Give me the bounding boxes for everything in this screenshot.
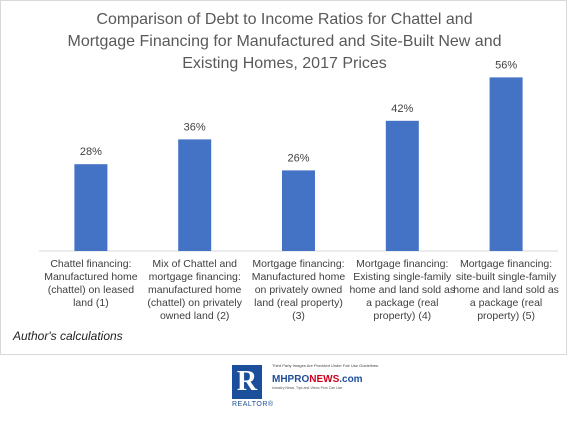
category-label-3: Mortgage financing: Manufactured home on p… (252, 258, 346, 322)
chart-title-line-1: Comparison of Debt to Income Ratios for … (96, 11, 473, 28)
data-label-5: 56% (495, 59, 517, 71)
category-label-1: Chattel financing: Manufactured home (chat… (44, 258, 138, 309)
realtor-r-mark: R (232, 365, 262, 399)
chart-title-line-3: Existing Homes, 2017 Prices (182, 55, 387, 72)
bar-1 (74, 164, 108, 251)
realtor-wordmark: REALTOR® (232, 401, 274, 408)
mhpro-wordmark: MHPRONEWS.com (272, 374, 363, 385)
data-label-4: 42% (391, 103, 413, 115)
footnote: Author's calculations (13, 329, 123, 343)
bar-chart-plot: 28% Chattel financing: Manufactured home (c… (39, 59, 559, 322)
mhpro-tagline: Third Party Images Are Provided Under Fa… (272, 363, 380, 368)
category-label-5: Mortgage financing: site-built single-fam… (453, 258, 559, 322)
chart-title-line-2: Mortgage Financing for Manufactured and … (67, 33, 502, 50)
mhpro-name-c: .com (339, 374, 363, 385)
data-label-1: 28% (80, 146, 102, 158)
chart-title: Comparison of Debt to Income Ratios for … (1, 9, 568, 75)
bar-2 (178, 139, 212, 251)
data-label-2: 36% (184, 121, 206, 133)
category-label-2: Mix of Chattel and mortgage financing: man… (147, 258, 242, 322)
bar-5 (489, 77, 523, 252)
logo-strip: R REALTOR® Third Party Images Are Provid… (0, 355, 569, 430)
mhpro-subtitle: Industry News, Tips and Views Pros Can U… (272, 386, 343, 390)
realtor-logo: R REALTOR® (232, 365, 274, 415)
bar-4 (385, 120, 419, 251)
chart-frame: Comparison of Debt to Income Ratios for … (0, 0, 567, 355)
data-label-3: 26% (287, 152, 309, 164)
category-label-4: Mortgage financing: Existing single-famil… (349, 258, 455, 322)
bar-3 (282, 170, 315, 251)
mhpronews-logo: Third Party Images Are Provided Under Fa… (272, 363, 380, 415)
mhpro-name-a: MHPRO (272, 374, 310, 385)
mhpro-name-b: NEWS (309, 374, 340, 385)
